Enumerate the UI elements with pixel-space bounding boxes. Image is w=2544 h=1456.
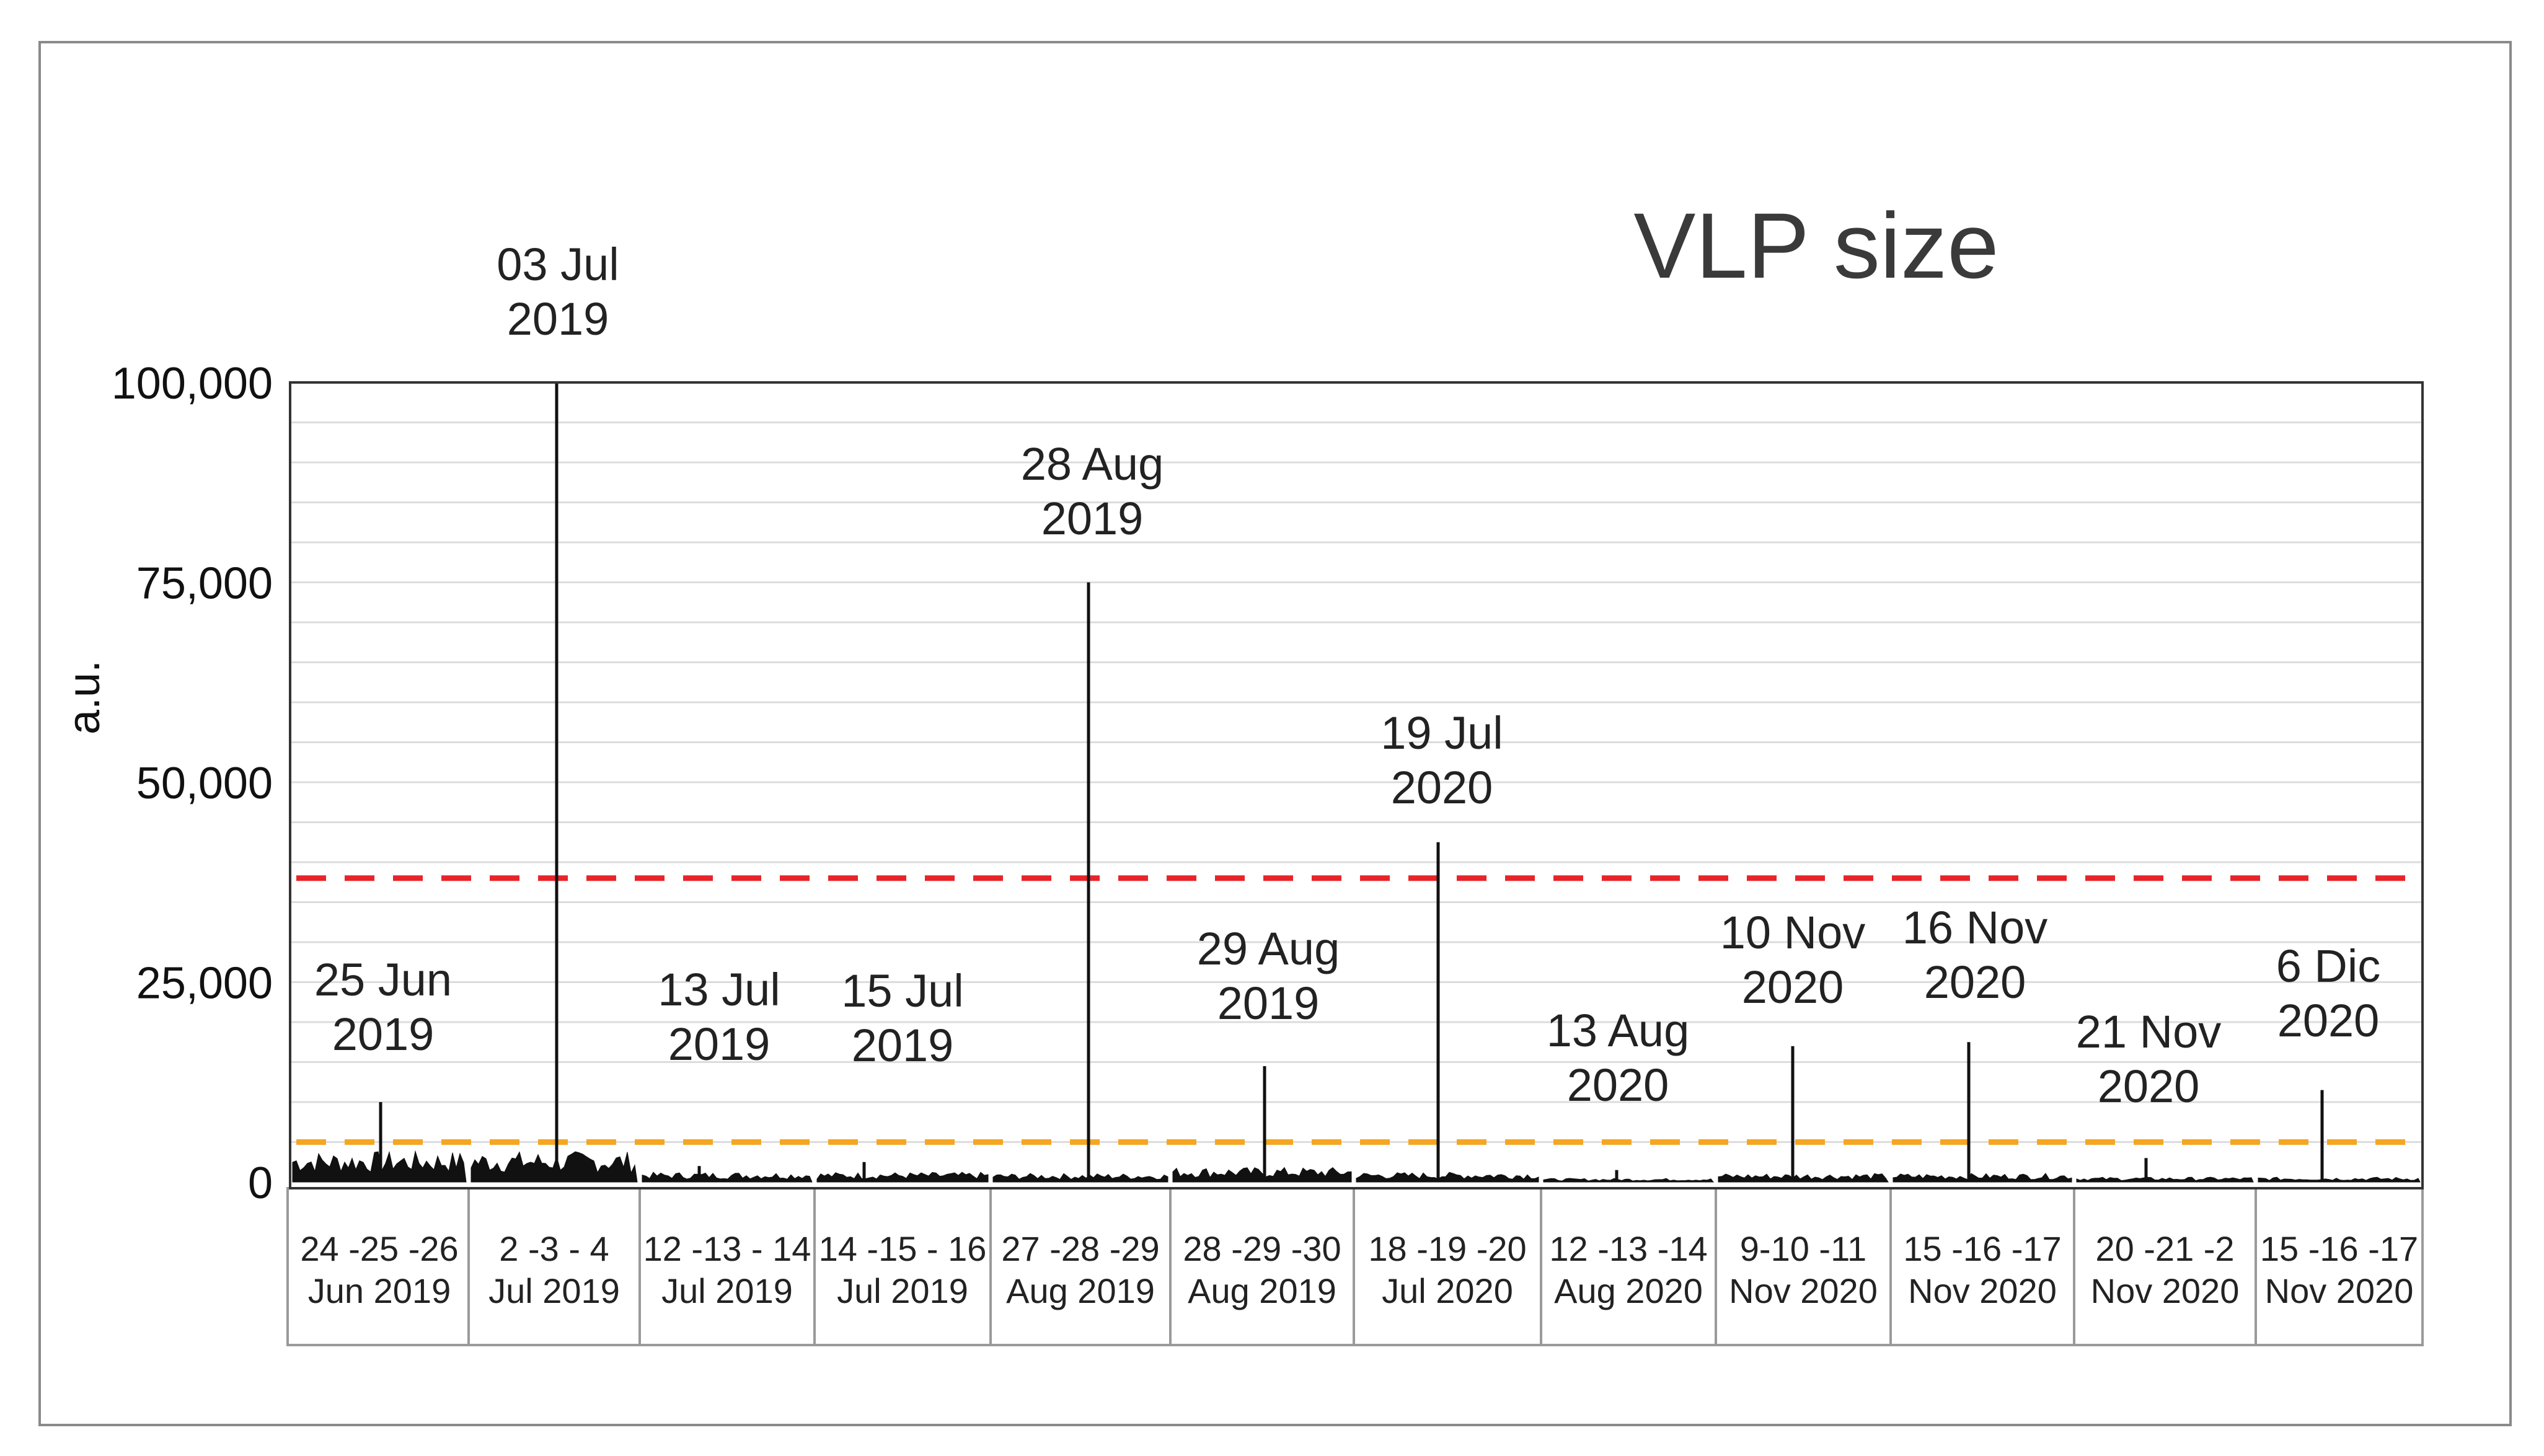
peak-label-line2: 2020 — [2098, 1061, 2200, 1112]
threshold-lines — [296, 875, 2410, 1145]
peak-label-line2: 2020 — [1391, 762, 1493, 813]
category-label-line1: 24 -25 -26 — [300, 1229, 458, 1268]
category-label-line2: Jul 2019 — [661, 1271, 793, 1310]
category-label-line2: Nov 2020 — [2091, 1271, 2240, 1310]
category-label-line1: 14 -15 - 16 — [819, 1229, 987, 1268]
category-label-line2: Jun 2019 — [308, 1271, 451, 1310]
category-label-line2: Aug 2020 — [1554, 1271, 1703, 1310]
category-label-line1: 18 -19 -20 — [1368, 1229, 1526, 1268]
peak-label-line2: 2019 — [1041, 493, 1144, 544]
baseline-series-segment — [1172, 1167, 1352, 1183]
peak-label-line1: 29 Aug — [1197, 923, 1340, 974]
peak-label-line1: 25 Jun — [314, 954, 452, 1005]
y-tick-label: 25,000 — [136, 959, 273, 1008]
peak-label-line2: 2019 — [852, 1020, 954, 1071]
plot-area-border — [289, 381, 2424, 1189]
peak-label-line2: 2019 — [1217, 977, 1320, 1029]
baseline-series-segment — [1543, 1178, 1715, 1183]
category-label-line1: 15 -16 -17 — [1903, 1229, 2061, 1268]
category-label-line2: Jul 2019 — [837, 1271, 968, 1310]
figure-frame — [38, 41, 2512, 1426]
category-label-line1: 9-10 -11 — [1740, 1229, 1866, 1268]
baseline-series-segment — [816, 1171, 989, 1183]
category-label-line2: Jul 2019 — [488, 1271, 620, 1310]
baseline-series-segment — [992, 1173, 1168, 1183]
category-label-line2: Nov 2020 — [1729, 1271, 1878, 1310]
peak-label-line2: 2020 — [1742, 961, 1844, 1013]
peak-label-line1: 28 Aug — [1021, 438, 1164, 490]
peak-label-line1: 21 Nov — [2076, 1006, 2221, 1057]
peak-label-line1: 13 Jul — [658, 964, 780, 1015]
peak-label-line2: 2020 — [1924, 956, 2026, 1008]
category-label-line2: Nov 2020 — [2265, 1271, 2414, 1310]
baseline-series-segment — [2076, 1176, 2254, 1183]
baseline-series-segment — [470, 1151, 638, 1183]
peak-label-line2: 2020 — [2277, 995, 2380, 1046]
peak-label-line1: 16 Nov — [1902, 902, 2047, 953]
peak-label-line2: 2020 — [1567, 1059, 1669, 1111]
grid-lines — [290, 421, 2423, 1143]
category-label-line2: Jul 2020 — [1382, 1271, 1513, 1310]
peak-label-line2: 2019 — [668, 1018, 771, 1070]
baseline-series-segment — [1718, 1173, 1889, 1183]
peak-label-line1: 6 Dic — [2276, 940, 2381, 992]
category-label-line2: Aug 2019 — [1188, 1271, 1336, 1310]
baseline-series-segment — [642, 1171, 813, 1183]
baseline-series-segment — [2258, 1176, 2421, 1183]
category-label-line1: 27 -28 -29 — [1001, 1229, 1159, 1268]
y-tick-label: 50,000 — [136, 759, 273, 808]
baseline-series-segment — [1893, 1173, 2072, 1183]
peak-label-line2: 2019 — [332, 1008, 435, 1060]
chart-title: VLP size — [1633, 193, 1999, 298]
category-label-line1: 12 -13 -14 — [1549, 1229, 1707, 1268]
baseline-series — [292, 1150, 2421, 1183]
peak-spikes — [379, 382, 2324, 1182]
y-tick-label: 100,000 — [112, 359, 273, 408]
peak-label-line1: 03 Jul — [497, 239, 619, 290]
category-label-line1: 2 -3 - 4 — [499, 1229, 609, 1268]
y-tick-label: 0 — [248, 1158, 273, 1208]
peak-label-line2: 2019 — [507, 293, 609, 345]
y-axis-label: a.u. — [60, 660, 109, 735]
y-tick-labels: 0 25,000 50,000 75,000 100,000 — [112, 359, 273, 1208]
category-label-line1: 12 -13 - 14 — [643, 1229, 811, 1268]
category-label-line1: 20 -21 -2 — [2095, 1229, 2234, 1268]
category-label-line2: Nov 2020 — [1908, 1271, 2057, 1310]
peak-label-line1: 10 Nov — [1720, 907, 1865, 958]
category-label-line1: 28 -29 -30 — [1183, 1229, 1341, 1268]
peak-label-line1: 15 Jul — [841, 965, 963, 1017]
peak-label-line1: 13 Aug — [1547, 1005, 1689, 1056]
category-label-line2: Aug 2019 — [1006, 1271, 1155, 1310]
category-label-line1: 15 -16 -17 — [2260, 1229, 2418, 1268]
y-tick-label: 75,000 — [136, 559, 273, 609]
baseline-series-segment — [1356, 1171, 1539, 1183]
peak-label-line1: 19 Jul — [1380, 707, 1503, 759]
